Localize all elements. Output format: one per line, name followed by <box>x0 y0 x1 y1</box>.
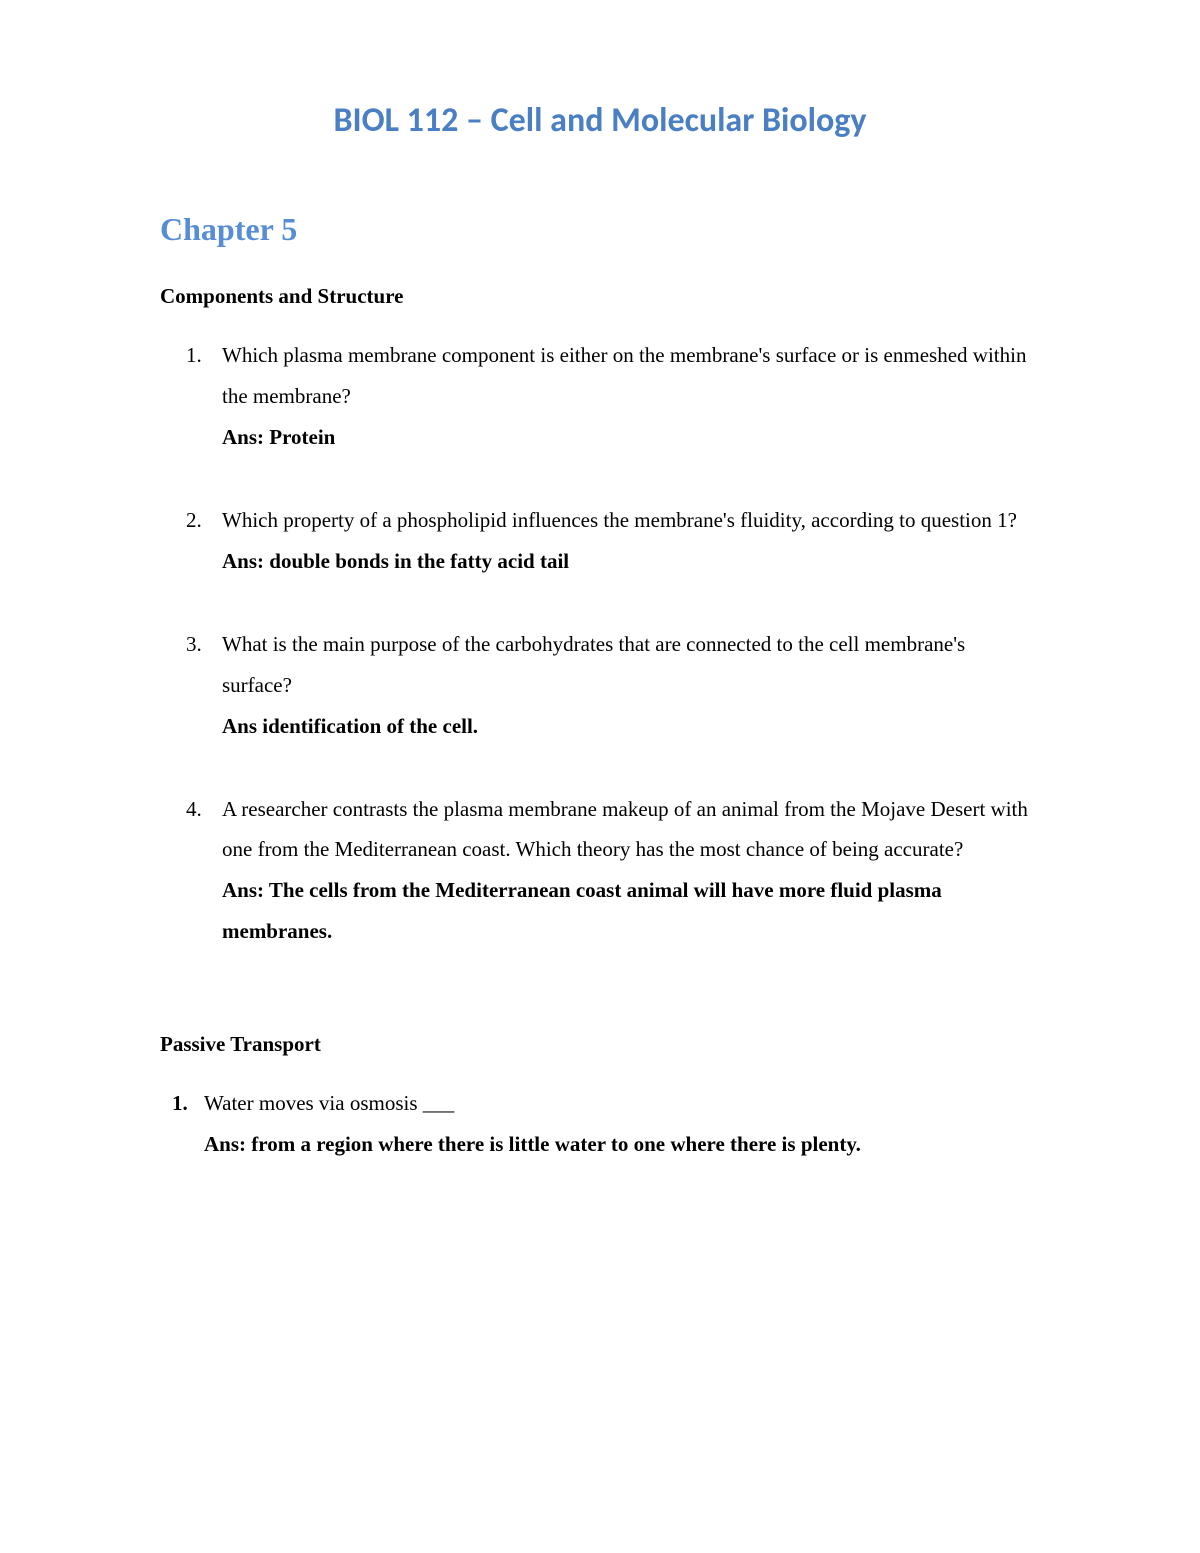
question-list-section-2: 1. Water moves via osmosis ___ Ans: from… <box>160 1083 1040 1165</box>
question-list-section-1: 1. Which plasma membrane component is ei… <box>160 335 1040 952</box>
question-text: A researcher contrasts the plasma membra… <box>222 789 1040 871</box>
question-item: 4. A researcher contrasts the plasma mem… <box>222 789 1040 953</box>
answer-text: Ans: Protein <box>222 417 1040 458</box>
question-text: What is the main purpose of the carbohyd… <box>222 624 1040 706</box>
chapter-heading: Chapter 5 <box>160 211 1040 248</box>
page-title: BIOL 112 – Cell and Molecular Biology <box>160 100 1040 141</box>
question-text: Which property of a phospholipid influen… <box>222 500 1040 541</box>
section-heading-passive-transport: Passive Transport <box>160 1032 1040 1057</box>
answer-text: Ans: The cells from the Mediterranean co… <box>222 870 1040 952</box>
section-2-container: Passive Transport 1. Water moves via osm… <box>160 1032 1040 1165</box>
question-number: 1. <box>172 1083 188 1124</box>
answer-text: Ans: double bonds in the fatty acid tail <box>222 541 1040 582</box>
question-text: Which plasma membrane component is eithe… <box>222 335 1040 417</box>
question-item: 3. What is the main purpose of the carbo… <box>222 624 1040 747</box>
question-item: 1. Water moves via osmosis ___ Ans: from… <box>204 1083 1040 1165</box>
question-number: 2. <box>186 500 202 541</box>
question-number: 4. <box>186 789 202 830</box>
answer-text: Ans identification of the cell. <box>222 706 1040 747</box>
question-item: 1. Which plasma membrane component is ei… <box>222 335 1040 458</box>
section-heading-components: Components and Structure <box>160 284 1040 309</box>
question-text: Water moves via osmosis ___ <box>204 1083 1040 1124</box>
question-number: 3. <box>186 624 202 665</box>
answer-text: Ans: from a region where there is little… <box>204 1124 1040 1165</box>
question-item: 2. Which property of a phospholipid infl… <box>222 500 1040 582</box>
question-number: 1. <box>186 335 202 376</box>
